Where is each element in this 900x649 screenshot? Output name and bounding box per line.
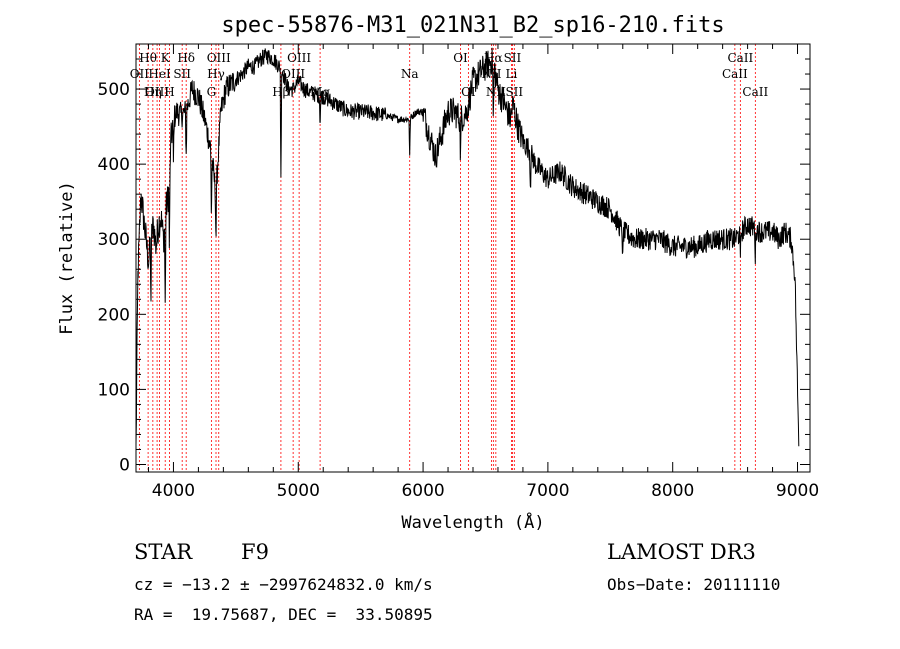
axis-ticks: 4000 5000 6000 7000 8000 9000 0 100 200 300 400 500 <box>98 44 819 501</box>
y-axis-label: Flux (relative) <box>57 181 77 335</box>
spectral-line-label: Hθ <box>139 51 157 65</box>
spectral-line-label: OIII <box>287 51 311 65</box>
spectral-line-label: Hγ <box>207 67 225 81</box>
spectral-line-label: CaII <box>742 85 768 99</box>
spectral-line-label: G <box>207 85 217 99</box>
spectral-line-label: H <box>164 85 174 99</box>
spectral-line-label: Hβ <box>272 85 289 99</box>
y-tick-label: 100 <box>98 380 130 400</box>
spectral-line-label: OI <box>453 51 468 65</box>
object-type: STAR <box>134 540 193 564</box>
x-tick-label: 5000 <box>277 481 320 501</box>
obs-date: Obs−Date: 20111110 <box>607 575 781 594</box>
spectral-line-label: Li <box>506 67 518 81</box>
x-axis-label: Wavelength (Å) <box>401 511 544 533</box>
spectral-line-label: SII <box>504 51 522 65</box>
spectral-line-label: Hδ <box>177 51 195 65</box>
x-tick-label: 6000 <box>401 481 444 501</box>
y-tick-label: 200 <box>98 305 130 325</box>
spectral-line-label: OIII <box>145 85 169 99</box>
spectral-line-label: OIII <box>207 51 231 65</box>
survey-name: LAMOST DR3 <box>607 540 756 564</box>
y-tick-label: 300 <box>98 230 130 250</box>
y-tick-label: 500 <box>98 80 130 100</box>
spectral-line-label: Na <box>401 67 419 81</box>
spectral-line-label: CaII <box>722 67 748 81</box>
spectral-line-label: Hη <box>144 85 162 99</box>
spectral-line-label: K <box>161 51 171 65</box>
coordinates-readout: RA = 19.75687, DEC = 33.50895 <box>134 605 433 624</box>
plot-frame <box>135 43 811 473</box>
spectral-line-label: HeI <box>148 67 171 81</box>
spectral-line-markers <box>138 44 756 472</box>
chart-title: spec-55876-M31_021N31_B2_sp16-210.fits <box>221 13 724 38</box>
x-tick-label: 8000 <box>651 481 694 501</box>
spectral-line-label: SII <box>505 85 523 99</box>
spectrum-line <box>135 47 800 447</box>
y-tick-label: 0 <box>119 455 130 475</box>
object-subclass: F9 <box>241 540 269 564</box>
redshift-readout: cz = −13.2 ± −2997624832.0 km/s <box>134 575 433 594</box>
x-tick-label: 4000 <box>152 481 195 501</box>
spectral-line-label: SII <box>173 67 191 81</box>
y-tick-label: 400 <box>98 155 130 175</box>
spectral-line-label: CaII <box>727 51 753 65</box>
x-tick-label: 7000 <box>526 481 569 501</box>
x-tick-label: 9000 <box>776 481 819 501</box>
